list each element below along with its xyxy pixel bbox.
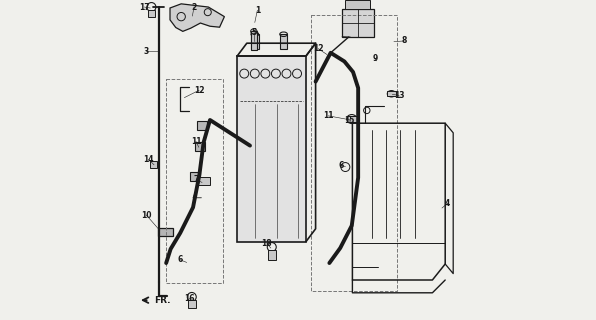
Text: 8: 8 xyxy=(402,36,407,45)
Text: 17: 17 xyxy=(139,3,150,12)
Text: 13: 13 xyxy=(394,91,404,100)
Text: 6: 6 xyxy=(339,161,344,170)
Polygon shape xyxy=(170,4,225,31)
Bar xyxy=(312,15,397,291)
Bar xyxy=(150,161,157,168)
Bar xyxy=(251,31,257,50)
Text: 11: 11 xyxy=(191,137,201,146)
Text: 12: 12 xyxy=(313,44,324,53)
Bar xyxy=(166,79,223,283)
Bar xyxy=(344,0,370,9)
Bar xyxy=(347,116,357,122)
Text: 18: 18 xyxy=(262,239,272,248)
Bar xyxy=(387,91,396,96)
Text: 11: 11 xyxy=(323,111,334,120)
Text: 15: 15 xyxy=(344,116,355,125)
Text: 9: 9 xyxy=(372,54,377,63)
Text: 5: 5 xyxy=(252,28,257,37)
Text: 12: 12 xyxy=(194,86,204,95)
Bar xyxy=(188,300,196,308)
Text: 7: 7 xyxy=(194,175,199,184)
Bar xyxy=(268,250,275,260)
Text: 1: 1 xyxy=(254,6,260,15)
Text: 6: 6 xyxy=(178,255,183,264)
Text: 14: 14 xyxy=(143,155,154,164)
Bar xyxy=(280,34,287,49)
Bar xyxy=(195,142,205,151)
Bar xyxy=(198,177,210,185)
Bar xyxy=(158,228,173,236)
Text: 4: 4 xyxy=(445,199,451,208)
Text: 10: 10 xyxy=(141,211,151,220)
Text: 16: 16 xyxy=(184,294,195,303)
Bar xyxy=(342,9,374,37)
Text: FR.: FR. xyxy=(154,296,170,305)
Text: 2: 2 xyxy=(191,3,197,12)
Bar xyxy=(148,10,156,17)
Bar xyxy=(237,56,306,242)
Bar xyxy=(251,34,259,49)
Text: 3: 3 xyxy=(144,47,148,56)
Bar xyxy=(197,121,207,130)
Bar xyxy=(190,172,200,181)
